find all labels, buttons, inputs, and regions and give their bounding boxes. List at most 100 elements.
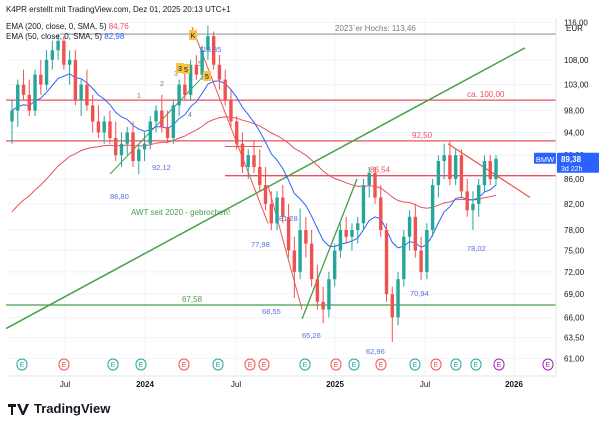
earnings-event-marker[interactable]	[16, 358, 28, 371]
candle-body[interactable]	[367, 172, 371, 186]
candle-body[interactable]	[223, 79, 227, 101]
earnings-event-marker[interactable]	[107, 358, 119, 371]
candle-body[interactable]	[482, 161, 487, 186]
candle-body[interactable]	[73, 59, 78, 101]
candle-body[interactable]	[419, 250, 423, 272]
candle-body[interactable]	[436, 161, 441, 186]
candle-body[interactable]	[108, 121, 112, 139]
ema50-legend[interactable]: EMA (50, close, 0, SMA, 5) 82,98	[6, 32, 129, 42]
candle-body[interactable]	[344, 230, 348, 237]
candle-body[interactable]	[361, 185, 366, 224]
candle-body[interactable]	[407, 216, 412, 237]
candle-body[interactable]	[33, 74, 37, 111]
earnings-event-marker[interactable]	[493, 358, 505, 371]
candle-body[interactable]	[194, 64, 199, 75]
candle-body[interactable]	[263, 185, 268, 204]
earnings-event-marker[interactable]	[470, 358, 482, 371]
earnings-event-marker[interactable]	[212, 358, 224, 371]
earnings-event-marker[interactable]	[450, 358, 462, 371]
time-axis[interactable]: Jul 2024 Jul 2025 Jul 2026	[6, 375, 556, 389]
candle-body[interactable]	[200, 50, 204, 75]
candle-body[interactable]	[96, 121, 101, 133]
candle-body[interactable]	[85, 84, 89, 106]
candle-body[interactable]	[494, 158, 498, 179]
earnings-event-marker[interactable]	[330, 358, 342, 371]
candle-body[interactable]	[50, 50, 55, 60]
candle-body[interactable]	[131, 132, 135, 162]
candle-body[interactable]	[425, 230, 429, 272]
candle-body[interactable]	[67, 59, 72, 65]
candle-body[interactable]	[177, 84, 181, 106]
candle-body[interactable]	[338, 230, 343, 251]
earnings-event-marker[interactable]	[58, 358, 70, 371]
candle-body[interactable]	[142, 143, 147, 150]
candle-body[interactable]	[125, 132, 129, 144]
candle-body[interactable]	[235, 121, 239, 144]
candle-body[interactable]	[154, 110, 158, 122]
earnings-event-marker[interactable]	[375, 358, 387, 371]
candle-body[interactable]	[396, 279, 400, 318]
candle-body[interactable]	[309, 243, 314, 280]
candle-body[interactable]	[488, 161, 492, 179]
candle-body[interactable]	[252, 155, 256, 167]
candle-body[interactable]	[148, 121, 152, 144]
symbol-badge[interactable]	[534, 152, 556, 164]
earnings-event-marker[interactable]	[299, 358, 311, 371]
earnings-event-marker[interactable]	[409, 358, 421, 371]
candle-body[interactable]	[281, 197, 285, 217]
candle-body[interactable]	[269, 203, 273, 224]
candle-body[interactable]	[465, 191, 469, 211]
candle-body[interactable]	[477, 185, 481, 204]
candle-body[interactable]	[188, 64, 193, 95]
candle-body[interactable]	[390, 294, 394, 318]
candle-body[interactable]	[384, 230, 389, 295]
earnings-event-marker[interactable]	[348, 358, 360, 371]
earnings-event-marker[interactable]	[135, 358, 147, 371]
candle-body[interactable]	[217, 64, 222, 80]
candle-body[interactable]	[292, 250, 297, 272]
candle-body[interactable]	[16, 84, 20, 111]
price-axis[interactable]: EUR116,00108,00103,0098,0094,0090,0086,0…	[534, 18, 599, 376]
candle-body[interactable]	[165, 126, 170, 139]
candle-body[interactable]	[229, 100, 233, 122]
candle-body[interactable]	[211, 36, 216, 65]
candle-body[interactable]	[332, 250, 337, 280]
candle-body[interactable]	[442, 155, 446, 162]
candle-body[interactable]	[206, 36, 210, 51]
candle-body[interactable]	[321, 301, 325, 310]
candle-body[interactable]	[304, 230, 308, 244]
candle-body[interactable]	[350, 230, 354, 237]
candle-body[interactable]	[79, 84, 83, 101]
candle-body[interactable]	[90, 105, 95, 122]
candle-body[interactable]	[240, 143, 245, 167]
candle-body[interactable]	[453, 155, 458, 179]
candle-body[interactable]	[44, 59, 49, 85]
candle-body[interactable]	[62, 40, 66, 65]
candle-body[interactable]	[459, 155, 464, 192]
candle-body[interactable]	[379, 197, 383, 231]
candle-body[interactable]	[298, 230, 302, 272]
earnings-event-marker[interactable]	[542, 358, 554, 371]
candle-body[interactable]	[275, 197, 279, 224]
candle-body[interactable]	[430, 185, 435, 231]
candle-body[interactable]	[448, 155, 452, 179]
tradingview-logo[interactable]: TradingView	[8, 401, 110, 416]
candle-body[interactable]	[102, 121, 106, 133]
candle-body[interactable]	[171, 105, 176, 139]
candle-body[interactable]	[39, 74, 43, 85]
candle-body[interactable]	[160, 110, 164, 127]
candle-body[interactable]	[356, 223, 360, 231]
candle-body[interactable]	[27, 94, 31, 111]
earnings-event-marker[interactable]	[178, 358, 190, 371]
candle-body[interactable]	[246, 155, 250, 167]
candle-body[interactable]	[119, 143, 124, 156]
ema200-legend[interactable]: EMA (200, close, 0, SMA, 5) 84,76	[6, 22, 129, 32]
candle-body[interactable]	[56, 40, 60, 51]
candle-body[interactable]	[10, 110, 14, 122]
candle-body[interactable]	[413, 216, 418, 251]
candle-body[interactable]	[286, 216, 291, 251]
candle-body[interactable]	[402, 236, 406, 280]
earnings-event-marker[interactable]	[258, 358, 270, 371]
candle-body[interactable]	[258, 166, 262, 186]
